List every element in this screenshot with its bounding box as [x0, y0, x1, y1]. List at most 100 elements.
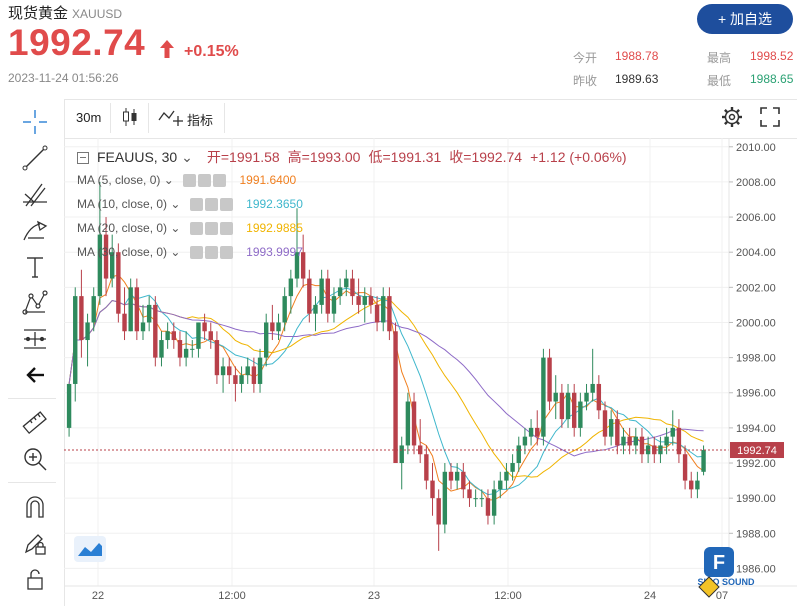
candle-body	[578, 401, 583, 428]
eye-icon[interactable]	[189, 198, 203, 212]
candle-body	[307, 278, 312, 314]
ma-label[interactable]: MA (10, close, 0)	[77, 197, 168, 211]
candle-body	[103, 234, 109, 279]
ruler-icon[interactable]	[20, 408, 50, 438]
text-tool-icon[interactable]	[20, 252, 50, 282]
candle-body	[676, 427, 682, 455]
candle-body	[584, 392, 589, 402]
chart-toolbar	[64, 99, 797, 139]
ma-legend-row[interactable]: MA (5, close, 0) ⌄ 1991.6400	[77, 173, 296, 188]
eye-icon[interactable]	[189, 246, 203, 260]
candle-body	[344, 278, 349, 288]
y-tick-label: 1992.00	[736, 458, 776, 470]
ma-controls[interactable]	[189, 245, 235, 260]
close-icon[interactable]	[219, 198, 233, 212]
indicators-button[interactable]: 指标	[187, 113, 214, 128]
legend-open: 开=1991.58	[206, 149, 280, 165]
candle-body	[146, 304, 152, 323]
chevron-down-icon[interactable]: ⌄	[170, 221, 181, 235]
instrument-title: 现货黄金 XAUUSD	[8, 2, 122, 23]
candle-body	[110, 252, 115, 279]
candle-body	[559, 392, 565, 420]
eye-icon[interactable]	[189, 222, 203, 236]
candle-body	[325, 278, 330, 314]
drawing-toolbar	[0, 99, 65, 606]
pencil-lock-icon[interactable]	[20, 528, 50, 558]
price-change-percent: +0.15%	[184, 43, 239, 60]
legend-symbol[interactable]: FEAUUS, 30	[97, 149, 178, 165]
pattern-tool-icon[interactable]	[20, 288, 50, 318]
ma-controls[interactable]	[183, 173, 228, 188]
ma-controls[interactable]	[189, 221, 235, 236]
fullscreen-icon[interactable]	[760, 107, 780, 127]
candle-body	[171, 331, 176, 341]
measure-tool-icon[interactable]	[20, 324, 50, 354]
close-icon[interactable]	[219, 222, 233, 236]
add-watchlist-button[interactable]: + 加自选	[697, 4, 793, 34]
gear-icon[interactable]	[204, 246, 218, 260]
candle-body	[436, 498, 441, 525]
candle-body	[294, 252, 300, 279]
gear-icon[interactable]	[721, 106, 743, 128]
ma-label[interactable]: MA (30, close, 0)	[77, 245, 168, 259]
toolbar-divider	[148, 103, 149, 133]
candle-body	[350, 278, 355, 297]
x-tick-label: 22	[92, 590, 104, 602]
toolbar-divider	[8, 482, 56, 483]
watermark-text: SINO SOUND	[697, 577, 755, 587]
gear-icon[interactable]	[204, 198, 218, 212]
ma-label[interactable]: MA (5, close, 0)	[77, 173, 161, 187]
candle-body	[448, 471, 454, 481]
ma-legend-row[interactable]: MA (10, close, 0) ⌄ 1992.3650	[77, 197, 303, 212]
close-icon[interactable]	[213, 174, 227, 188]
eye-icon[interactable]	[183, 174, 197, 188]
chevron-down-icon[interactable]: ⌄	[170, 197, 181, 211]
candle-body	[615, 419, 620, 446]
indicators-icon[interactable]	[158, 108, 184, 128]
chevron-down-icon[interactable]: ⌄	[170, 245, 181, 259]
gear-icon[interactable]	[204, 222, 218, 236]
trend-line-icon[interactable]	[20, 143, 50, 173]
y-tick-label: 1990.00	[736, 493, 776, 505]
candle-body	[701, 450, 706, 472]
candle-body	[393, 331, 398, 464]
arrow-left-icon[interactable]	[20, 360, 50, 390]
brush-icon[interactable]	[20, 216, 50, 246]
close-icon[interactable]	[219, 246, 233, 260]
crosshair-icon[interactable]	[20, 107, 50, 137]
candle-body	[473, 498, 478, 500]
chevron-down-icon[interactable]: ⌄	[181, 149, 193, 165]
candle-body	[504, 471, 509, 481]
candle-body	[553, 392, 558, 402]
candle-body	[159, 340, 164, 358]
candle-body	[516, 445, 521, 464]
instrument-symbol: XAUUSD	[72, 7, 123, 21]
magnet-icon[interactable]	[20, 492, 50, 522]
candle-body	[430, 480, 435, 499]
lock-icon[interactable]	[20, 564, 50, 594]
fib-tool-icon[interactable]	[20, 180, 50, 210]
low-value: 1988.65	[750, 72, 794, 86]
candle-body	[461, 471, 466, 490]
ma-controls[interactable]	[189, 197, 235, 212]
gear-icon[interactable]	[198, 174, 212, 188]
ma-legend-row[interactable]: MA (20, close, 0) ⌄ 1992.9885	[77, 221, 303, 236]
candle-body	[233, 375, 238, 384]
candle-body	[300, 252, 306, 279]
toolbar-divider	[8, 398, 56, 399]
candle-body	[411, 401, 417, 446]
collapse-icon[interactable]	[77, 152, 89, 165]
zoom-in-icon[interactable]	[20, 444, 50, 474]
candle-body	[652, 445, 657, 455]
ma-legend-row[interactable]: MA (30, close, 0) ⌄ 1993.9997	[77, 245, 303, 260]
ma-label[interactable]: MA (20, close, 0)	[77, 221, 168, 235]
price-chart[interactable]: 2010.00 2008.00 2006.00 2004.00 2002.00 2000.…	[64, 138, 797, 606]
candle-body	[227, 366, 232, 376]
candle-style-icon[interactable]	[122, 107, 138, 127]
chart-type-icon[interactable]	[74, 536, 106, 562]
interval-button[interactable]: 30m	[76, 110, 102, 125]
ma-line-30	[68, 299, 704, 457]
chevron-down-icon[interactable]: ⌄	[163, 173, 174, 187]
candle-body	[664, 436, 669, 446]
ma-value: 1992.9885	[246, 221, 303, 235]
